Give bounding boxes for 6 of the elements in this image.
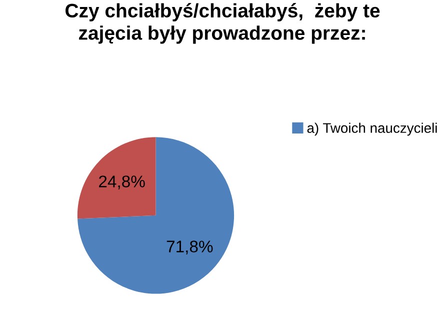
chart-title: Czy chciałbyś/chciałabyś, żeby te zajęcia były prowadzone przez:	[66, 3, 380, 44]
data-label: 24,8%	[99, 176, 145, 190]
data-label: 71,8%	[166, 240, 213, 254]
pie-slice	[77, 137, 156, 219]
pie-slice	[78, 137, 234, 294]
legend-label: a) Twoich nauczycieli	[307, 122, 437, 136]
